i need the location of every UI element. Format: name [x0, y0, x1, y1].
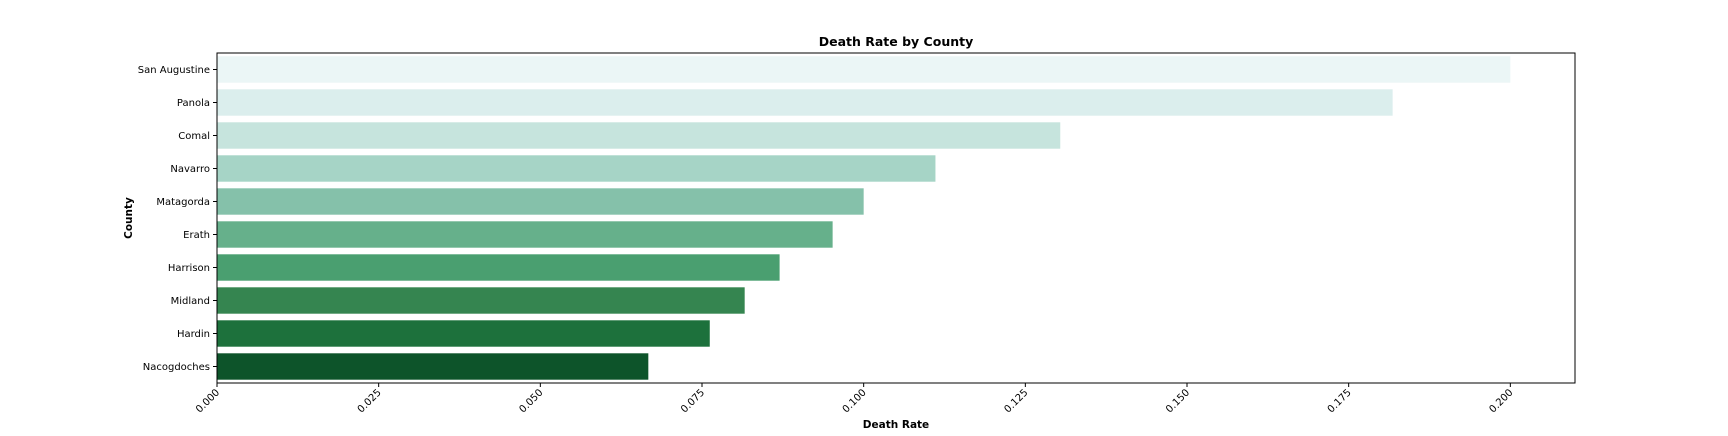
bar — [217, 254, 780, 281]
y-tick-label: Panola — [177, 98, 210, 109]
plot-frame — [216, 52, 1576, 384]
bar — [217, 320, 710, 347]
x-tick-label: 0.000 — [194, 387, 222, 415]
x-axis-label: Death Rate — [863, 419, 929, 431]
x-tick-label: 0.175 — [1326, 387, 1354, 415]
x-axis-ticks: 0.000 0.025 0.050 0.075 0.100 0.125 0.150 0.175… — [194, 383, 1515, 415]
bar — [217, 122, 1061, 149]
bars-group — [217, 56, 1511, 380]
y-tick-label: Hardin — [177, 329, 210, 340]
y-tick-label: Midland — [171, 296, 210, 307]
y-tick-label: Harrison — [168, 263, 210, 274]
y-tick-label: Navarro — [170, 164, 210, 175]
x-tick-label: 0.100 — [841, 387, 869, 415]
y-tick-label: Nacogdoches — [143, 362, 210, 373]
chart-title: Death Rate by County — [819, 34, 974, 49]
y-axis-ticks: San Augustine Panola Comal Navarro Matagorda… — [138, 65, 217, 373]
x-tick-label: 0.150 — [1164, 387, 1192, 415]
bar — [217, 221, 833, 248]
bar — [217, 155, 936, 182]
bar — [217, 353, 649, 380]
x-tick-label: 0.025 — [356, 387, 384, 415]
x-tick-label: 0.125 — [1002, 387, 1030, 415]
y-axis-label: County — [123, 197, 135, 239]
x-tick-label: 0.050 — [517, 387, 545, 415]
bar — [217, 287, 745, 314]
bar — [217, 56, 1511, 83]
y-tick-label: Erath — [183, 230, 210, 241]
y-tick-label: Comal — [178, 131, 210, 142]
y-tick-label: Matagorda — [156, 197, 210, 208]
y-tick-label: San Augustine — [138, 65, 210, 76]
x-tick-label: 0.200 — [1487, 387, 1515, 415]
bar — [217, 89, 1393, 116]
bar — [217, 188, 864, 215]
x-tick-label: 0.075 — [679, 387, 707, 415]
